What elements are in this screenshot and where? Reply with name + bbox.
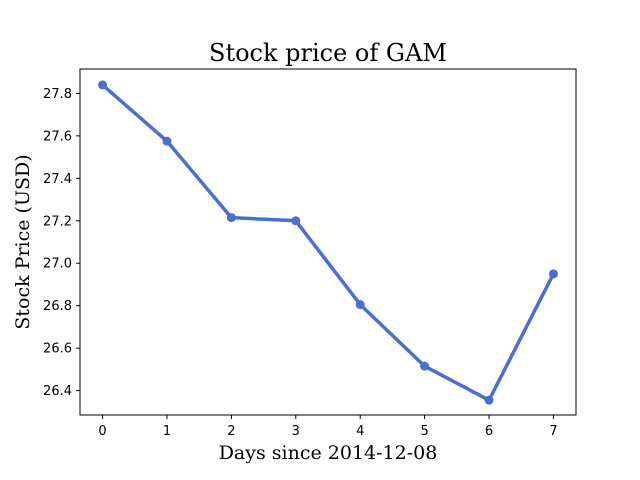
- plot-layer: [98, 80, 558, 405]
- x-axis-label: Days since 2014-12-08: [219, 442, 438, 464]
- data-point: [484, 395, 494, 405]
- x-tick-label: 1: [163, 424, 171, 439]
- y-tick-label: 27.6: [43, 129, 72, 144]
- y-tick-label: 26.6: [43, 342, 72, 357]
- data-point: [226, 213, 236, 223]
- data-point: [548, 269, 558, 279]
- y-tick-label: 27.2: [43, 214, 72, 229]
- data-point: [291, 216, 301, 226]
- x-tick-label: 2: [227, 424, 235, 439]
- x-tick-label: 6: [485, 424, 493, 439]
- ticks-layer: 0 1 2 3 4 5 6 7 26.4 26.6 26.8 27.0 27.2 27.4 27.6 27.8: [43, 87, 558, 439]
- series-line: [100, 83, 556, 402]
- data-point: [420, 361, 430, 371]
- y-tick-label: 27.0: [43, 257, 72, 272]
- x-tick-label: 3: [292, 424, 300, 439]
- x-tick-label: 4: [356, 424, 364, 439]
- chart-title: Stock price of GAM: [209, 39, 447, 67]
- plot-frame: [79, 68, 577, 416]
- data-point: [162, 136, 172, 146]
- x-tick-label: 7: [549, 424, 557, 439]
- data-point: [98, 80, 108, 90]
- y-tick-label: 27.8: [43, 87, 72, 102]
- y-tick-label: 26.8: [43, 299, 72, 314]
- y-tick-label: 27.4: [43, 172, 72, 187]
- y-tick-label: 26.4: [43, 384, 72, 399]
- data-point: [355, 300, 365, 310]
- x-tick-label: 5: [420, 424, 428, 439]
- x-tick-label: 0: [98, 424, 106, 439]
- y-axis-label: Stock Price (USD): [12, 154, 34, 329]
